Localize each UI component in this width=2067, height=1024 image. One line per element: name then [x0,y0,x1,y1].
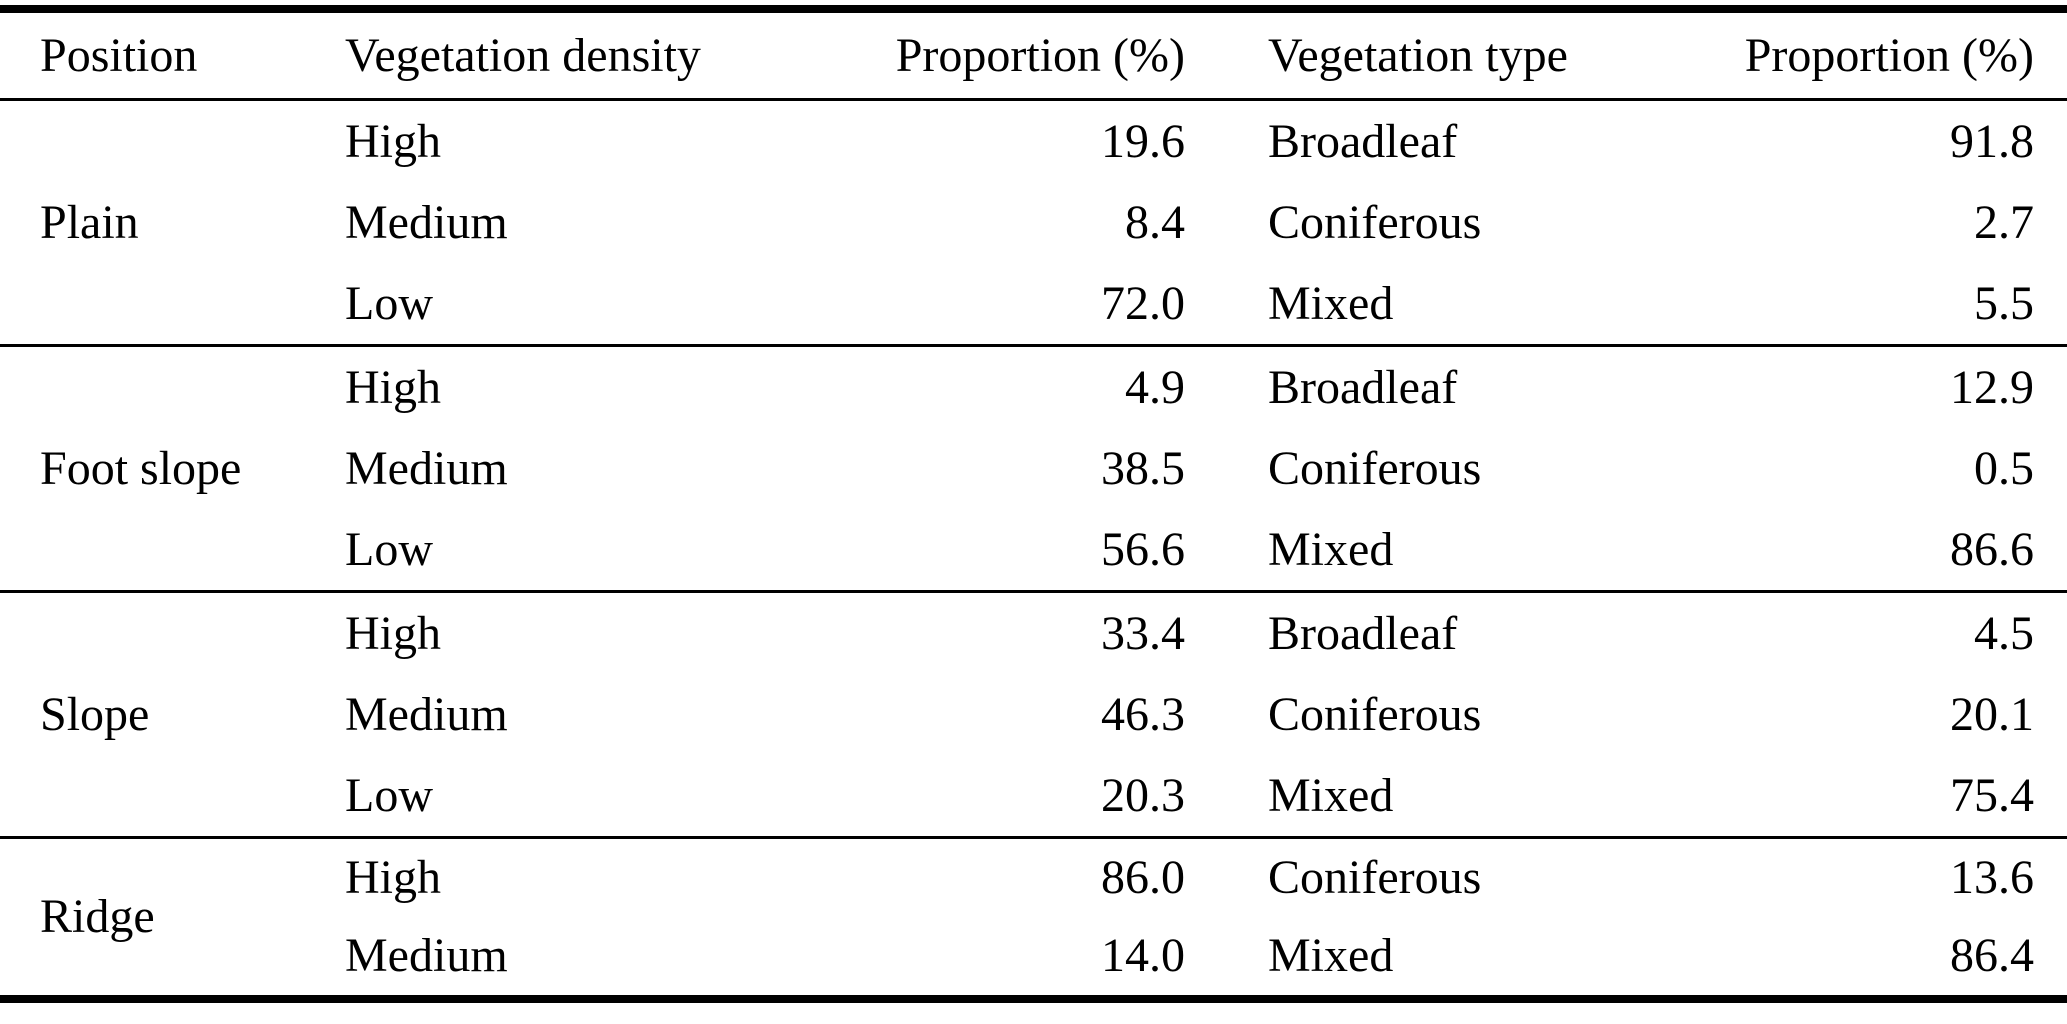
type-cell: Mixed [1268,276,1394,330]
density-cell: Medium [345,195,508,249]
type-proportion-cell: 75.4 [1950,768,2034,822]
density-cell: Low [345,276,433,330]
col-header-density-proportion: Proportion (%) [895,28,1185,82]
density-cell: High [345,606,441,660]
type-proportion-cell: 0.5 [1974,441,2034,495]
density-cell: High [345,114,441,168]
type-cell: Coniferous [1268,441,1482,495]
position-cell: Plain [40,195,139,249]
density-cell: High [345,360,441,414]
table-row: Slope High 33.4 Broadleaf 4.5 [0,591,2067,741]
table-row: Low 56.6 Mixed 86.6 [0,509,2067,592]
position-cell: Foot slope [40,441,242,495]
table-header-row: Position Vegetation density Proportion (… [0,9,2067,99]
type-proportion-cell: 86.6 [1950,522,2034,576]
type-cell: Coniferous [1268,195,1482,249]
density-proportion-cell: 4.9 [1125,360,1185,414]
col-header-type-proportion: Proportion (%) [1744,28,2034,82]
table-group-plain: Plain High 19.6 Broadleaf 91.8 Medium 8.… [0,99,2067,345]
col-header-vegetation-density: Vegetation density [345,28,701,82]
type-proportion-cell: 20.1 [1950,687,2034,741]
position-cell: Ridge [40,890,155,943]
type-proportion-cell: 86.4 [1950,929,2034,982]
density-proportion-cell: 14.0 [1101,929,1185,982]
type-cell: Broadleaf [1268,114,1458,168]
density-cell: High [345,851,441,904]
table-row: Medium 14.0 Mixed 86.4 [0,917,2067,999]
table-group-foot-slope: Foot slope High 4.9 Broadleaf 12.9 Mediu… [0,345,2067,591]
table-row: Medium 46.3 Coniferous 20.1 [0,674,2067,755]
table-row: Foot slope High 4.9 Broadleaf 12.9 [0,345,2067,495]
density-proportion-cell: 20.3 [1101,768,1185,822]
type-proportion-cell: 4.5 [1974,606,2034,660]
type-cell: Broadleaf [1268,360,1458,414]
type-cell: Mixed [1268,522,1394,576]
density-proportion-cell: 56.6 [1101,522,1185,576]
density-cell: Medium [345,929,508,982]
density-cell: Low [345,522,433,576]
density-cell: Medium [345,687,508,741]
table-row: Ridge High 86.0 Coniferous 13.6 [0,837,2067,943]
table-group-slope: Slope High 33.4 Broadleaf 4.5 Medium 46.… [0,591,2067,837]
table-row: Plain High 19.6 Broadleaf 91.8 [0,99,2067,249]
density-proportion-cell: 19.6 [1101,114,1185,168]
table-row: Low 72.0 Mixed 5.5 [0,263,2067,346]
type-cell: Mixed [1268,768,1394,822]
type-cell: Mixed [1268,929,1394,982]
density-proportion-cell: 86.0 [1101,851,1185,904]
type-cell: Coniferous [1268,687,1482,741]
density-proportion-cell: 38.5 [1101,441,1185,495]
density-cell: Low [345,768,433,822]
col-header-vegetation-type: Vegetation type [1268,28,1568,82]
type-cell: Broadleaf [1268,606,1458,660]
type-proportion-cell: 91.8 [1950,114,2034,168]
density-proportion-cell: 8.4 [1125,195,1185,249]
density-cell: Medium [345,441,508,495]
table-row: Medium 38.5 Coniferous 0.5 [0,428,2067,509]
density-proportion-cell: 33.4 [1101,606,1185,660]
vegetation-distribution-table: Position Vegetation density Proportion (… [0,5,2067,1003]
density-proportion-cell: 46.3 [1101,687,1185,741]
table-row: Low 20.3 Mixed 75.4 [0,755,2067,838]
density-proportion-cell: 72.0 [1101,276,1185,330]
type-proportion-cell: 5.5 [1974,276,2034,330]
type-proportion-cell: 12.9 [1950,360,2034,414]
type-proportion-cell: 2.7 [1974,195,2034,249]
col-header-position: Position [40,28,198,82]
type-cell: Coniferous [1268,851,1482,904]
table-group-ridge: Ridge High 86.0 Coniferous 13.6 Medium 1… [0,837,2067,999]
position-cell: Slope [40,687,150,741]
type-proportion-cell: 13.6 [1950,851,2034,904]
table-row: Medium 8.4 Coniferous 2.7 [0,182,2067,263]
